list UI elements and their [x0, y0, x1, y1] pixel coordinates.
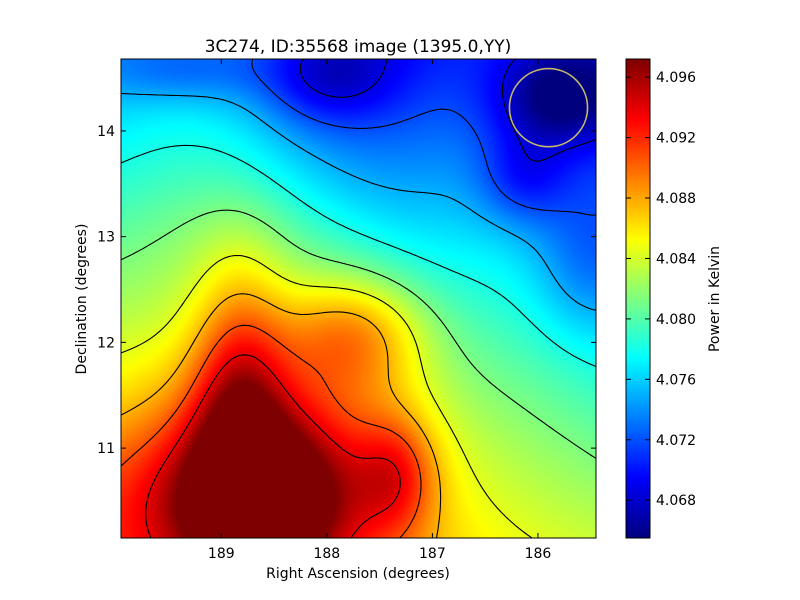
colorbar-tick-label: 4.068 [656, 493, 696, 509]
colorbar-tick-label: 4.080 [656, 312, 696, 328]
contour-level-6 [121, 254, 533, 538]
contour-level-1 [299, 59, 596, 162]
y-tick-label: 12 [97, 335, 115, 351]
colorbar-frame [625, 58, 651, 539]
colorbar-tick-label: 4.076 [656, 372, 696, 388]
contour-level-7 [121, 293, 442, 538]
colorbar-gradient [626, 59, 650, 538]
chart-title: 3C274, ID:35568 image (1395.0,YY) [205, 37, 512, 57]
x-tick-label: 189 [208, 546, 235, 562]
contour-lines [121, 59, 596, 538]
x-tick-label: 186 [525, 546, 552, 562]
x-axis: 189 188 187 186 [208, 59, 551, 562]
x-tick-label: 188 [313, 546, 340, 562]
contour-level-9 [145, 354, 401, 538]
y-axis: 11 12 13 14 [97, 124, 596, 457]
colorbar-tick-label: 4.072 [656, 433, 696, 449]
contour-level-8 [121, 324, 422, 538]
colorbar-tick-label: 4.092 [656, 131, 696, 147]
contour-level-2 [251, 59, 596, 216]
beam-marker [508, 67, 589, 148]
heatmap [121, 59, 596, 538]
x-tick-label: 187 [419, 546, 446, 562]
y-axis-label: Declination (degrees) [74, 224, 90, 375]
colorbar-tick-label: 4.096 [656, 70, 696, 86]
colorbar-ticks: 4.068 4.072 4.076 4.080 4.084 4.088 4.092 4.096 [626, 70, 696, 509]
contour-level-4 [121, 144, 596, 368]
colorbar-label: Power in Kelvin [707, 246, 723, 352]
y-tick-label: 14 [97, 124, 115, 140]
colorbar-tick-label: 4.088 [656, 191, 696, 207]
contour-level-3 [121, 92, 596, 311]
contour-level-5 [121, 209, 596, 459]
y-tick-label: 11 [97, 441, 115, 457]
plot-frame [120, 58, 597, 539]
colorbar-tick-label: 4.084 [656, 251, 696, 267]
x-axis-label: Right Ascension (degrees) [266, 566, 450, 582]
y-tick-label: 13 [97, 230, 115, 246]
beam-circle [508, 67, 589, 148]
heatmap-image [121, 59, 596, 538]
colorbar: 4.068 4.072 4.076 4.080 4.084 4.088 4.092 4.096… [625, 58, 723, 539]
